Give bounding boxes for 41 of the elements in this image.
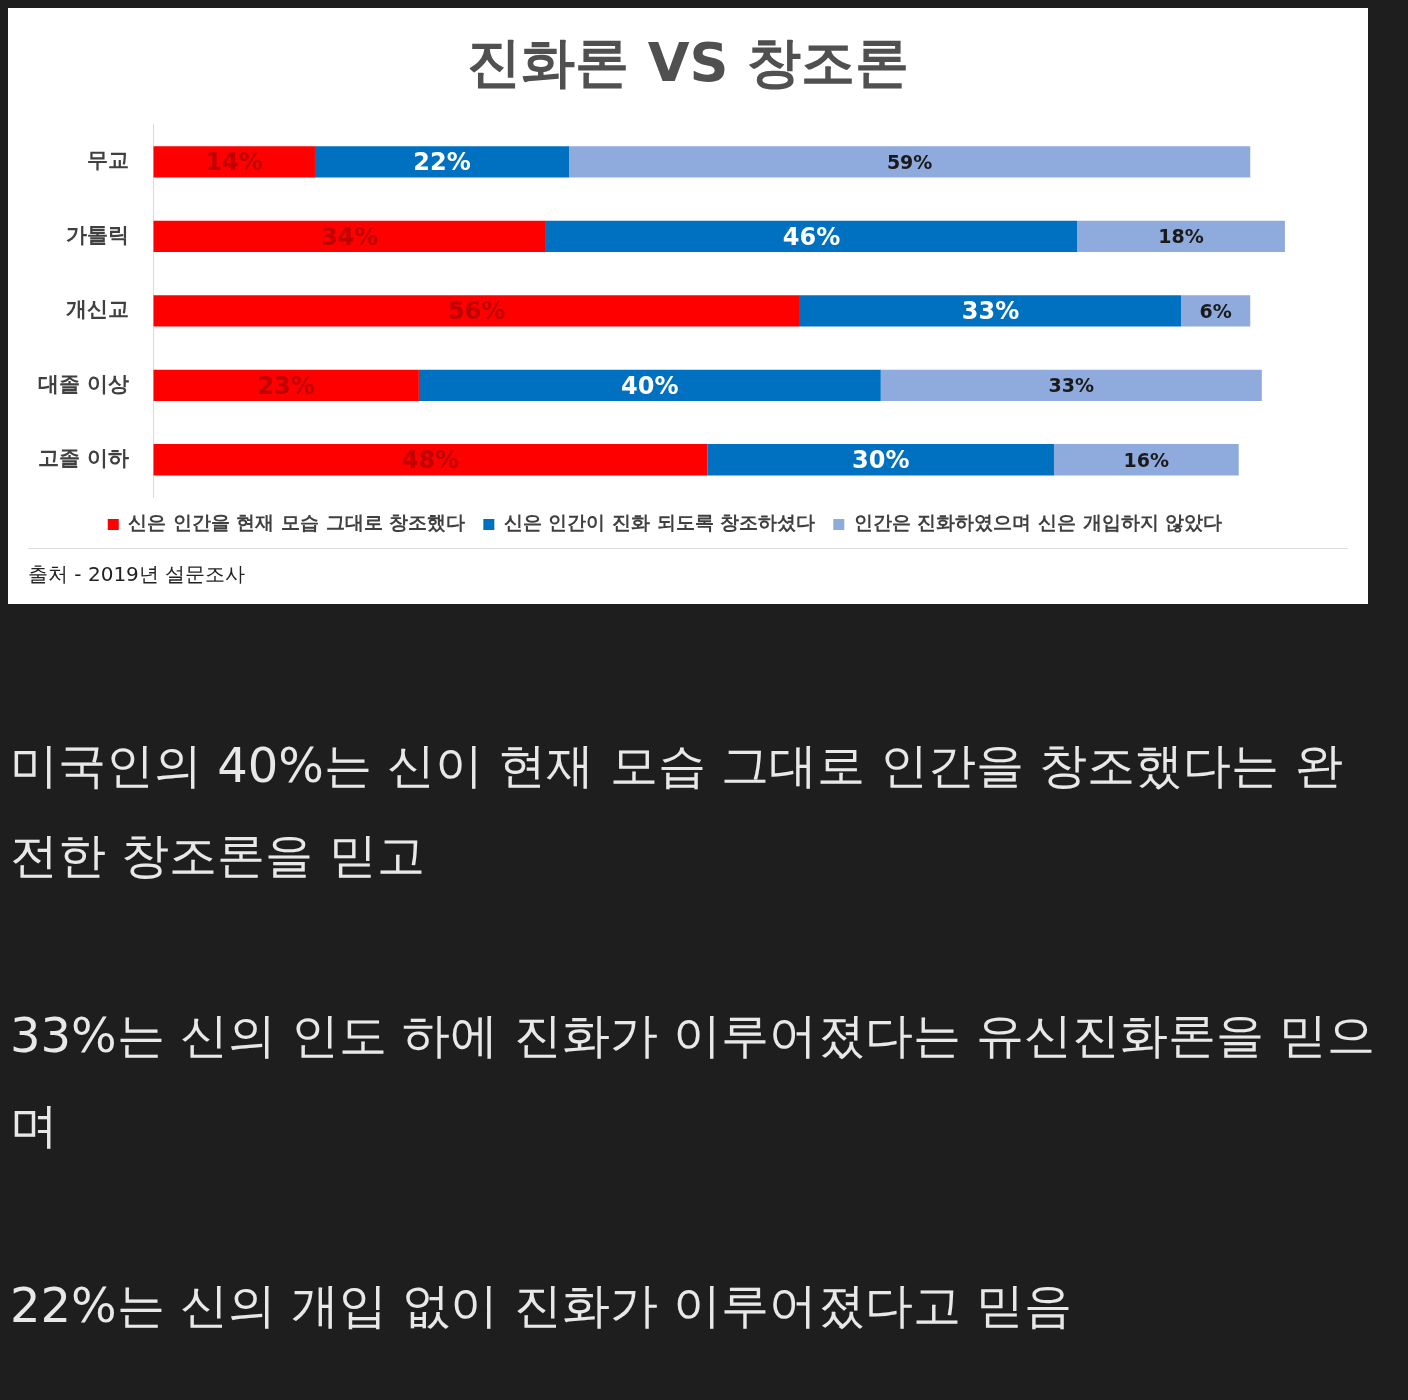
data-label: 56% [447,297,506,326]
data-label: 23% [257,371,315,400]
legend-label: 신은 인간을 현재 모습 그대로 창조했다 [128,511,466,534]
bar [153,220,546,252]
bar [153,295,800,327]
data-label: 59% [886,150,933,173]
data-label: 30% [852,445,910,474]
bar [707,444,1054,476]
text: 미국인의 40%는 신이 현재 모습 그대로 인간을 창조했다는 완전한 창조론을 믿고 [10,736,1344,885]
legend-label: 신은 인간이 진화 되도록 창조하셨다 [503,511,816,534]
legend-label: 인간은 진화하였으며 신은 개입하지 않았다 [853,511,1223,534]
y-tick-label: 대졸 이상 [38,371,130,396]
data-label: 14% [205,148,263,177]
data-label: 18% [1158,225,1204,248]
bar [153,369,419,401]
y-tick-label: 무교 [87,148,130,173]
bar [545,220,1078,252]
y-tick-label: 가톨릭 [66,222,130,247]
data-label: 48% [401,445,460,474]
data-label: 16% [1123,448,1170,471]
text: 33%는 신의 인도 하에 진화가 이루어졌다는 유신진화론을 믿으며 [10,1006,1377,1155]
y-tick-label: 개신교 [66,297,130,322]
text: 22%는 신의 개입 없이 진화가 이루어졌다고 믿음 [10,1276,1074,1335]
bar [314,146,569,178]
data-label: 33% [961,297,1020,326]
data-label: 40% [621,371,679,400]
data-label: 33% [1048,374,1095,397]
source-note: 출처 - 2019년 설문조사 [28,548,1348,588]
data-label: 34% [320,222,379,251]
bar [569,146,1251,178]
data-label: 22% [413,148,471,177]
bar [153,444,708,476]
data-label: 46% [782,222,841,251]
y-tick-label: 고졸 이하 [38,446,130,471]
bar [1077,220,1285,252]
bar [418,369,881,401]
bar [880,369,1262,401]
bar [799,295,1181,327]
data-label: 6% [1199,299,1232,322]
bar [1053,444,1239,476]
chart-title: 진화론 VS 창조론 [465,30,911,96]
